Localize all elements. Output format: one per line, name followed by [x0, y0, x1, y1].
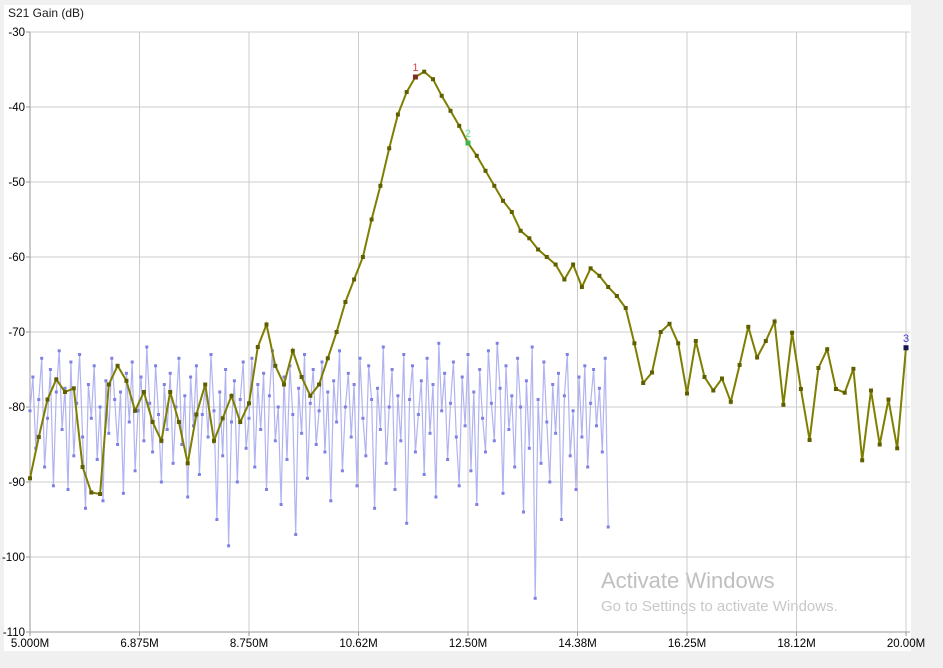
- x-tick-label: 6.875M: [120, 638, 158, 650]
- axes: [26, 31, 910, 636]
- marker-3-label: 3: [903, 333, 909, 345]
- trace-2: [28, 341, 610, 600]
- marker-1[interactable]: 1: [412, 62, 419, 80]
- y-tick-label: -70: [8, 327, 25, 339]
- x-tick-label: 8.750M: [230, 638, 268, 650]
- chart-title: S21 Gain (dB): [8, 6, 85, 20]
- y-tick-label: -110: [3, 627, 25, 639]
- x-tick-label: 10.62M: [339, 638, 377, 650]
- marker-2-point[interactable]: [465, 140, 471, 146]
- x-tick-labels: 5.000M 6.875M 8.750M 10.62M 12.50M 14.38M 16.2…: [11, 638, 925, 650]
- y-tick-label: -60: [8, 252, 25, 264]
- x-tick-label: 5.000M: [11, 638, 49, 650]
- watermark-line2: Go to Settings to activate Windows.: [601, 598, 838, 615]
- marker-2-label: 2: [465, 128, 471, 140]
- x-tick-label: 12.50M: [449, 638, 487, 650]
- y-tick-label: -80: [8, 402, 25, 414]
- y-tick-label: -30: [8, 27, 25, 39]
- marker-3-point[interactable]: [903, 345, 909, 351]
- marker-1-label: 1: [412, 62, 418, 74]
- marker-1-point[interactable]: [412, 74, 418, 80]
- grid-lines: [29, 31, 910, 633]
- x-tick-label: 14.38M: [558, 638, 596, 650]
- plot-graphics: 1 2 3 5.000M 6.875M 8.750M 10.62M 12.50M 14.38M 1…: [2, 27, 925, 650]
- y-tick-label: -100: [2, 552, 25, 564]
- y-tick-label: -50: [8, 177, 25, 189]
- y-tick-label: -90: [8, 477, 25, 489]
- x-tick-label: 20.00M: [887, 638, 925, 650]
- x-tick-label: 16.25M: [668, 638, 706, 650]
- marker-2[interactable]: 2: [465, 128, 471, 146]
- y-tick-label: -40: [8, 102, 25, 114]
- marker-3[interactable]: 3: [903, 333, 909, 351]
- plot-panel: [4, 5, 911, 651]
- watermark-line1: Activate Windows: [601, 568, 775, 593]
- x-tick-label: 18.12M: [777, 638, 815, 650]
- y-tick-labels: -30 -40 -50 -60 -70 -80 -90 -100 -110: [2, 27, 25, 639]
